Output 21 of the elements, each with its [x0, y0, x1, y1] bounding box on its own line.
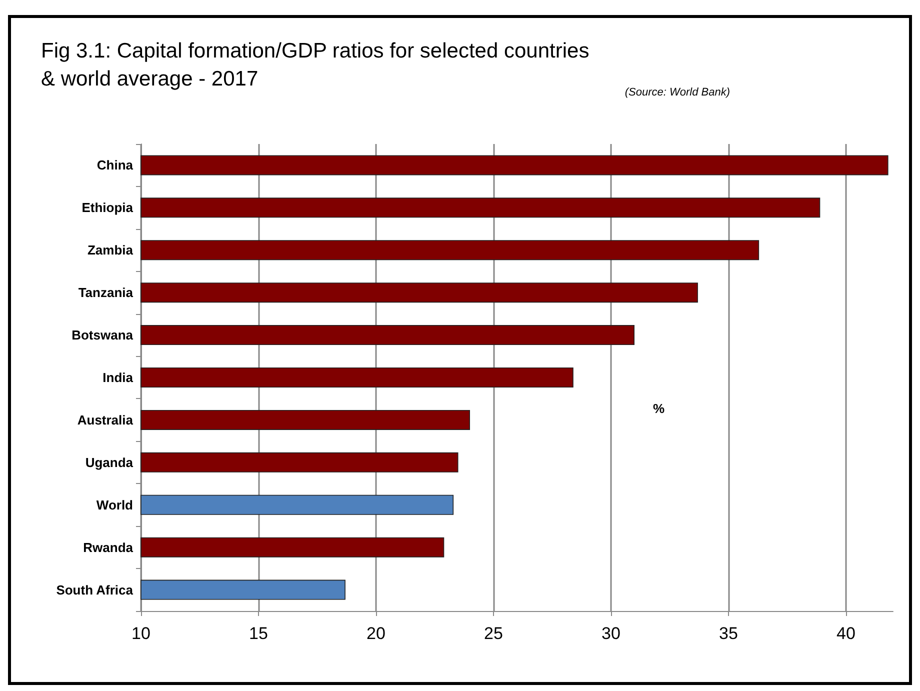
x-tick-label: 10	[132, 624, 150, 643]
x-tick-label: 25	[484, 624, 503, 643]
y-tick-label: Zambia	[87, 242, 134, 258]
y-tick-label: Tanzania	[78, 285, 134, 300]
text: (Source: World Bank)	[624, 86, 730, 98]
x-tick-label: 20	[366, 624, 386, 643]
y-tick-label: Botswana	[72, 328, 134, 343]
y-tick-label: China	[96, 158, 134, 173]
y-tick-label: Ethiopia	[82, 200, 134, 216]
x-tick-label: 30	[602, 624, 620, 643]
y-tick-label: Rwanda	[83, 540, 134, 555]
y-tick-label: South Africa	[56, 582, 134, 598]
x-tick-label: 35	[719, 624, 738, 643]
chart-title: Fig 3.1: Capital formation/GDP ratios for selected countries & world average - 2017	[41, 40, 590, 90]
x-tick-label: 15	[249, 624, 268, 643]
y-tick-label: Uganda	[85, 454, 134, 470]
annotation: %	[653, 401, 665, 416]
y-tick-label: World	[96, 497, 134, 512]
y-tick-label: India	[102, 370, 134, 385]
x-tick-label: 40	[836, 624, 856, 643]
y-tick-label: Australia	[77, 412, 134, 428]
